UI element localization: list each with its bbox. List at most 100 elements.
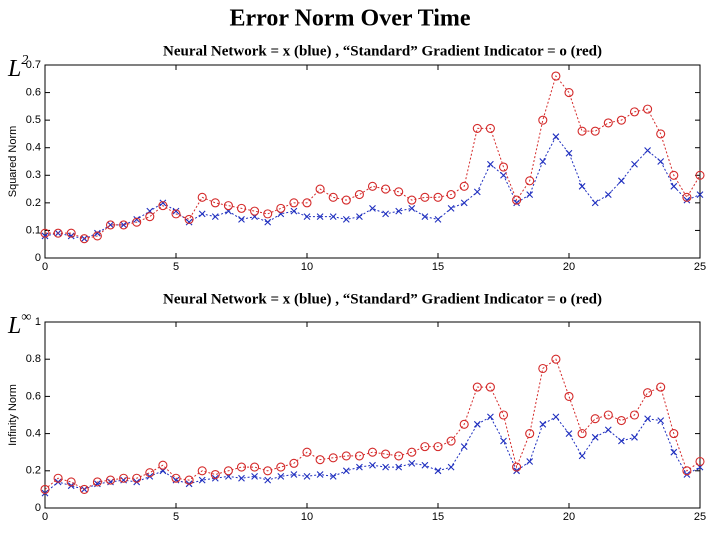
x-tick-label: 5: [173, 511, 179, 523]
point-marker: [79, 484, 89, 494]
series-line: [44, 358, 701, 490]
point-marker: [369, 204, 376, 212]
point-marker: [184, 214, 194, 224]
point-marker: [289, 198, 299, 208]
point-marker: [472, 382, 482, 392]
point-marker: [105, 220, 116, 230]
point-marker: [198, 476, 206, 484]
point-marker: [420, 442, 430, 452]
point-marker: [238, 474, 245, 482]
point-marker: [420, 192, 430, 202]
point-marker: [328, 453, 338, 463]
point-marker: [618, 177, 625, 185]
x-tick-label: 0: [42, 261, 48, 273]
point-marker: [656, 382, 666, 392]
x-tick-label: 20: [563, 261, 575, 273]
point-marker: [473, 188, 481, 196]
point-marker: [670, 182, 678, 190]
point-marker: [538, 115, 548, 125]
point-marker: [631, 160, 638, 168]
point-marker: [276, 203, 286, 213]
y-tick-label: 0.2: [26, 197, 41, 209]
series-line: [44, 135, 701, 240]
corner-superscript: ∞: [21, 310, 31, 325]
point-marker: [407, 447, 417, 457]
point-marker: [500, 437, 507, 445]
point-marker: [41, 232, 49, 240]
x-tick-label: 10: [301, 261, 313, 273]
y-axis-label: Infinity Norm: [7, 384, 19, 446]
point-marker: [289, 458, 299, 468]
point-marker: [578, 182, 586, 190]
y-tick-label: 0.5: [26, 114, 41, 126]
point-marker: [211, 213, 219, 221]
point-marker: [40, 228, 50, 238]
subtitle: Neural Network = x (blue) , “Standard” G…: [163, 291, 602, 307]
point-marker: [277, 472, 285, 480]
point-marker: [354, 451, 364, 461]
point-marker: [446, 436, 456, 446]
point-marker: [210, 469, 220, 480]
point-marker: [264, 218, 272, 226]
y-axis-label: Squared Norm: [7, 126, 19, 198]
point-marker: [460, 199, 468, 207]
point-marker: [459, 419, 469, 429]
point-marker: [395, 463, 403, 471]
point-marker: [472, 123, 482, 133]
point-marker: [341, 195, 351, 205]
point-marker: [513, 199, 520, 207]
x-tick-label: 25: [694, 511, 706, 523]
point-marker: [657, 417, 665, 424]
point-marker: [433, 442, 443, 452]
point-marker: [538, 363, 548, 374]
x-tick-label: 0: [42, 511, 48, 523]
point-marker: [302, 447, 312, 457]
point-marker: [66, 477, 76, 487]
point-marker: [590, 414, 600, 424]
point-marker: [238, 216, 245, 223]
point-marker: [250, 462, 260, 472]
point-marker: [251, 472, 258, 480]
point-marker: [198, 210, 206, 218]
point-marker: [616, 416, 626, 426]
point-marker: [407, 195, 417, 205]
point-marker: [105, 475, 116, 485]
point-marker: [643, 104, 653, 114]
point-marker: [145, 468, 155, 478]
point-marker: [132, 217, 142, 227]
point-marker: [382, 210, 389, 218]
point-marker: [434, 216, 442, 223]
point-marker: [433, 192, 443, 202]
corner-label: L2: [7, 53, 28, 81]
point-marker: [539, 420, 547, 428]
point-marker: [591, 433, 599, 441]
point-marker: [644, 147, 651, 154]
point-marker: [342, 216, 350, 223]
point-marker: [525, 176, 535, 186]
point-marker: [564, 391, 574, 401]
point-marker: [644, 415, 651, 423]
point-marker: [564, 88, 574, 98]
corner-letter: L: [7, 313, 21, 339]
point-marker: [565, 430, 573, 437]
y-tick-label: 0.6: [26, 86, 41, 98]
point-marker: [526, 191, 534, 198]
point-marker: [158, 460, 168, 470]
x-tick-label: 15: [432, 261, 444, 273]
point-marker: [603, 118, 613, 128]
series-line: [44, 416, 701, 494]
point-marker: [695, 170, 705, 180]
y-tick-label: 0.7: [26, 59, 41, 71]
point-marker: [367, 181, 378, 191]
point-marker: [446, 190, 456, 200]
point-marker: [302, 198, 312, 208]
point-marker: [631, 433, 638, 441]
point-marker: [53, 473, 63, 483]
point-marker: [119, 220, 129, 230]
point-marker: [341, 451, 351, 461]
point-marker: [603, 410, 613, 420]
point-marker: [356, 213, 363, 221]
point-marker: [565, 149, 573, 157]
point-marker: [210, 198, 220, 208]
